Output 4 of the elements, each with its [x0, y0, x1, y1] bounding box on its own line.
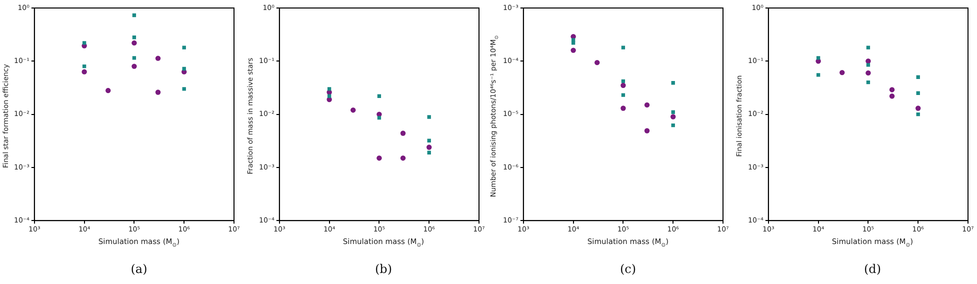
text: (c): [618, 262, 638, 276]
text: (d): [862, 262, 882, 276]
text: (a): [130, 262, 148, 276]
text: (b): [374, 262, 394, 276]
